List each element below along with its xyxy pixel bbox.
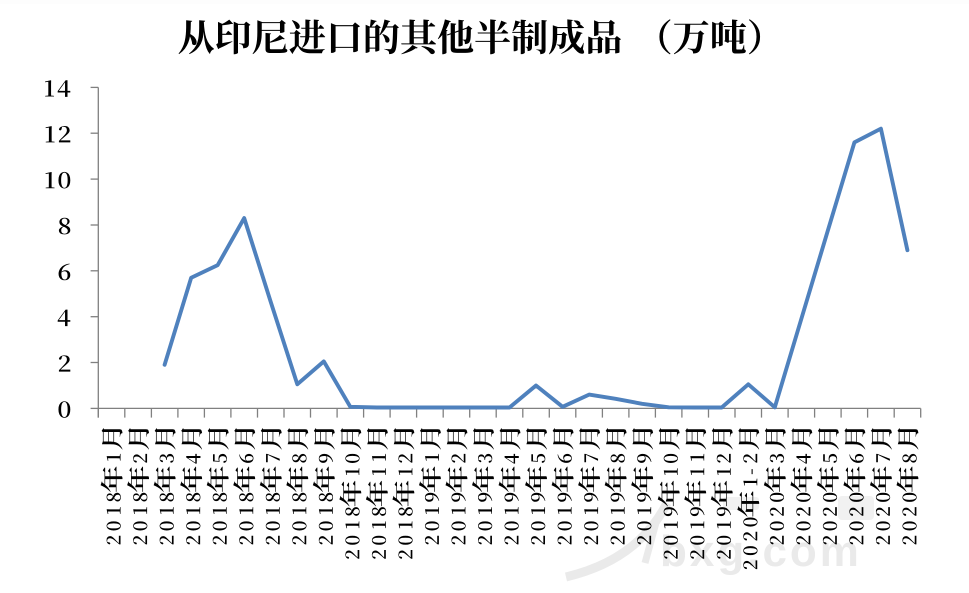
svg-text:bxg.com: bxg.com: [660, 527, 862, 576]
